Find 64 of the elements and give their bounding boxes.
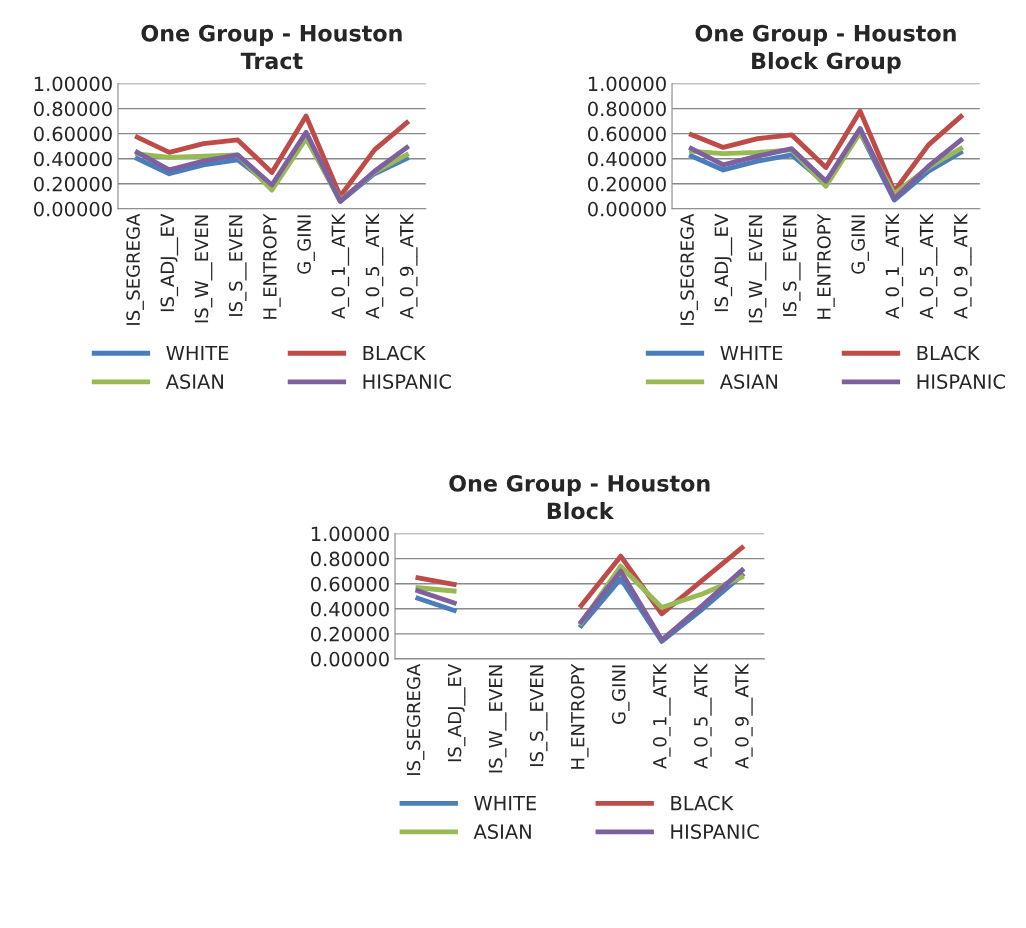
- legend-label: ASIAN: [719, 374, 778, 389]
- x-tick-label: IS_S__EVEN: [782, 215, 801, 316]
- x-tick-label: H_ENTROPY: [263, 213, 281, 319]
- legend-label: BLACK: [917, 345, 980, 361]
- legend-label: HISPANIC: [363, 374, 451, 389]
- x-tick-label: A_0_9__ATK: [399, 213, 418, 319]
- y-tick-label: 1.00000: [311, 526, 389, 542]
- legend-label: WHITE: [720, 345, 783, 361]
- x-tick-label: IS_ADJ__EV: [714, 213, 733, 312]
- legend-label: HISPANIC: [671, 824, 759, 839]
- x-tick-label: H_ENTROPY: [817, 213, 835, 319]
- y-tick-label: 0.00000: [588, 201, 666, 217]
- chart-title: One Group - Houston: [695, 24, 956, 46]
- y-tick-label: 1.00000: [588, 76, 666, 92]
- x-tick-label: G_GINI: [611, 665, 630, 724]
- x-tick-label: IS_SEGREGA: [680, 213, 698, 325]
- y-tick-label: 0.00000: [34, 201, 112, 217]
- x-tick-label: A_0_1__ATK: [652, 663, 671, 769]
- chart-title: One Group - Houston: [141, 24, 402, 46]
- y-tick-label: 0.80000: [311, 551, 389, 567]
- y-tick-label: 0.20000: [34, 176, 112, 192]
- x-tick-label: IS_S__EVEN: [529, 665, 548, 766]
- x-tick-label: IS_ADJ__EV: [160, 213, 179, 312]
- x-tick-label: A_0_9__ATK: [953, 213, 972, 319]
- legend-label: ASIAN: [473, 824, 531, 839]
- y-tick-label: 0.60000: [311, 576, 389, 592]
- y-tick-label: 1.00000: [34, 76, 112, 92]
- y-tick-label: 0.20000: [588, 176, 666, 192]
- x-tick-label: G_GINI: [851, 215, 869, 274]
- x-tick-label: A_0_1__ATK: [331, 213, 350, 319]
- x-tick-label: IS_SEGREGA: [126, 213, 144, 325]
- chart-subtitle: Tract: [240, 52, 303, 70]
- legend-label: BLACK: [363, 345, 426, 361]
- chart-title: One Group - Houston: [449, 474, 710, 497]
- x-tick-label: A_0_5__ATK: [919, 213, 938, 319]
- x-tick-label: IS_W__EVEN: [194, 215, 213, 323]
- chart-subtitle: Block: [547, 502, 614, 520]
- line-series: [132, 113, 412, 199]
- y-tick-label: 0.60000: [34, 126, 112, 142]
- y-tick-label: 0.20000: [311, 626, 389, 642]
- x-tick-label: IS_W__EVEN: [488, 665, 507, 773]
- legend-label: ASIAN: [165, 374, 223, 389]
- y-tick-label: 0.60000: [588, 126, 666, 142]
- x-tick-label: H_ENTROPY: [570, 663, 589, 769]
- x-tick-label: IS_ADJ__EV: [447, 663, 466, 762]
- x-tick-label: IS_S__EVEN: [228, 215, 247, 316]
- x-tick-label: A_0_5__ATK: [365, 213, 384, 319]
- y-tick-label: 0.40000: [34, 151, 112, 167]
- legend-label: HISPANIC: [917, 374, 1005, 389]
- x-tick-label: IS_W__EVEN: [748, 215, 767, 323]
- legend-label: WHITE: [166, 345, 229, 361]
- x-tick-label: A_0_5__ATK: [693, 663, 712, 769]
- y-tick-label: 0.80000: [34, 101, 112, 117]
- y-tick-label: 0.40000: [588, 151, 666, 167]
- chart-subtitle: Block Group: [752, 51, 901, 74]
- y-tick-label: 0.00000: [311, 651, 389, 667]
- legend-label: WHITE: [474, 795, 536, 811]
- x-tick-label: IS_SEGREGA: [406, 663, 425, 775]
- x-tick-label: A_0_9__ATK: [735, 663, 753, 769]
- y-tick-label: 0.80000: [588, 101, 666, 117]
- x-tick-label: A_0_1__ATK: [885, 213, 904, 319]
- x-tick-label: G_GINI: [297, 215, 315, 274]
- legend-label: BLACK: [671, 795, 734, 811]
- y-tick-label: 0.40000: [311, 601, 389, 617]
